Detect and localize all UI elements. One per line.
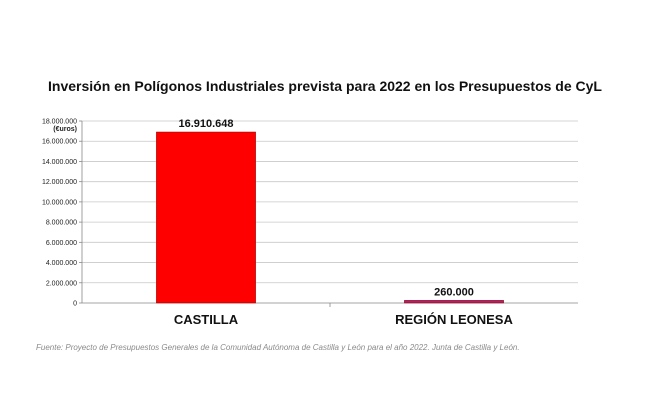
- y-tick-label: 8.000.000: [46, 220, 77, 227]
- bar-2: [404, 300, 504, 304]
- y-axis-unit-label: (€uros): [53, 126, 77, 133]
- data-labels: 16.910.648 260.000: [178, 118, 473, 298]
- data-label-1: 16.910.648: [178, 118, 233, 130]
- y-tick-label: 12.000.000: [42, 179, 77, 186]
- y-tick-label: 6.000.000: [46, 240, 77, 247]
- y-tick-labels: 0 2.000.000 4.000.000 6.000.000 8.000.000 10.…: [42, 119, 77, 308]
- gridlines: [79, 120, 578, 304]
- category-label-1: CASTILLA: [174, 312, 239, 327]
- bars: [156, 131, 504, 304]
- y-tick-label: 0: [73, 301, 77, 308]
- category-label-2: REGIÓN LEONESA: [395, 312, 513, 327]
- bar-1: [156, 131, 256, 304]
- y-tick-label: 16.000.000: [42, 139, 77, 146]
- y-tick-label: 10.000.000: [42, 199, 77, 206]
- data-label-2: 260.000: [434, 286, 474, 298]
- y-tick-label: 18.000.000: [42, 119, 77, 126]
- y-tick-label: 2.000.000: [46, 280, 77, 287]
- y-tick-label: 4.000.000: [46, 260, 77, 267]
- category-labels: CASTILLA REGIÓN LEONESA: [174, 312, 514, 327]
- chart-title: Inversión en Polígonos Industriales prev…: [48, 78, 602, 94]
- y-tick-label: 14.000.000: [42, 159, 77, 166]
- source-note: Fuente: Proyecto de Presupuestos General…: [36, 343, 520, 352]
